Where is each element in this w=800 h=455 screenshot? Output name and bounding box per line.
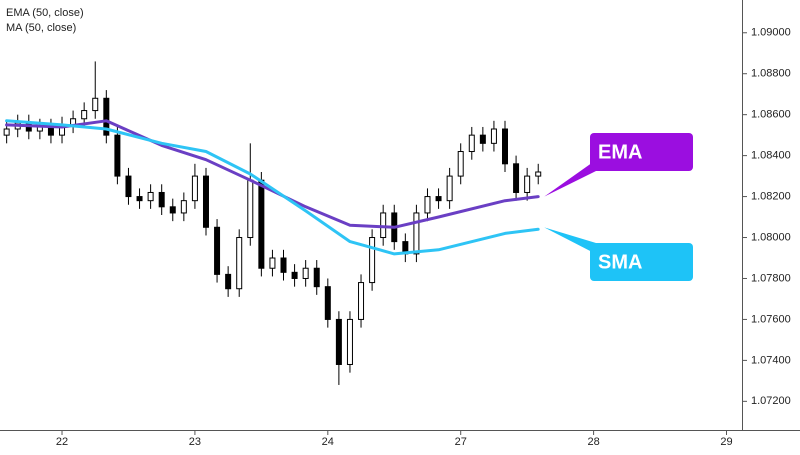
callout-box: [590, 133, 693, 171]
candle-body: [3, 128, 10, 136]
candle-body: [136, 196, 143, 202]
y-tick-label: 1.08400: [751, 150, 791, 162]
x-tick-label: 24: [322, 436, 334, 448]
y-tick-label: 1.07200: [751, 395, 791, 407]
x-tick-label: 29: [720, 436, 732, 448]
candle-body: [81, 110, 88, 120]
candle-body: [502, 128, 509, 165]
y-tick-label: 1.08200: [751, 190, 791, 202]
candle-body: [457, 151, 464, 177]
x-tick-label: 27: [455, 436, 467, 448]
candle-body: [424, 196, 431, 214]
candle-body: [435, 196, 442, 202]
candle-body: [47, 126, 54, 136]
y-tick-label: 1.07600: [751, 313, 791, 325]
candle-body: [191, 175, 198, 202]
candle-body: [269, 257, 276, 269]
candle-body: [214, 226, 221, 275]
candle-body: [258, 179, 265, 269]
candle-body: [247, 179, 254, 239]
candle-body: [125, 175, 132, 198]
candle-body: [302, 267, 309, 279]
candle-body: [490, 128, 497, 144]
y-tick-label: 1.08600: [751, 109, 791, 121]
callout-label: SMA: [598, 251, 642, 273]
candle-body: [346, 318, 353, 365]
candle-body: [114, 134, 121, 177]
candle-body: [479, 134, 486, 144]
candle-body: [524, 175, 531, 193]
candle-body: [280, 257, 287, 273]
candle-body: [468, 134, 475, 153]
y-tick-label: 1.07800: [751, 272, 791, 284]
candle-body: [158, 191, 165, 208]
candle-body: [513, 163, 520, 193]
candle-body: [446, 175, 453, 202]
y-tick-label: 1.08800: [751, 68, 791, 80]
ma-line: [5, 119, 540, 256]
candle-body: [92, 97, 99, 112]
candle-body: [236, 237, 243, 290]
callout-pointer: [544, 160, 596, 197]
candle-body: [291, 271, 298, 279]
candle-body: [180, 200, 187, 214]
candle-body: [324, 286, 331, 320]
candle-body: [369, 237, 376, 284]
callout-label: EMA: [598, 141, 642, 163]
callout-pointer: [544, 227, 596, 254]
x-tick-label: 22: [56, 436, 68, 448]
candle-body: [202, 175, 209, 228]
candle-body: [225, 273, 232, 290]
y-tick-label: 1.07400: [751, 354, 791, 366]
candle-body: [413, 212, 420, 255]
candle-body: [358, 282, 365, 320]
candle-body: [169, 206, 176, 214]
callout-box: [590, 243, 693, 281]
x-tick-label: 23: [189, 436, 201, 448]
y-tick-label: 1.09000: [751, 27, 791, 39]
legend-label: EMA (50, close): [6, 7, 84, 19]
legend-label: MA (50, close): [6, 22, 76, 34]
x-tick-label: 28: [587, 436, 599, 448]
candle-body: [103, 97, 110, 136]
candle-body: [535, 171, 542, 177]
candle-body: [313, 267, 320, 288]
candle-body: [147, 191, 154, 202]
y-tick-label: 1.08000: [751, 231, 791, 243]
candle-body: [335, 318, 342, 365]
